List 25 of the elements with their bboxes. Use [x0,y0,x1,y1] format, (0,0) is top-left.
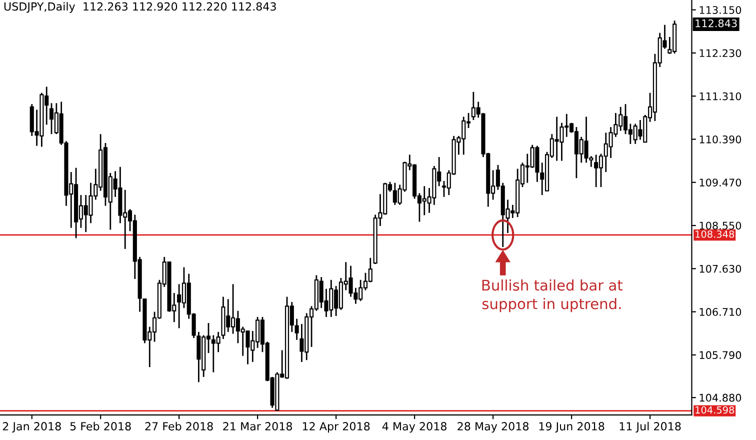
x-tick-label: 2 Jan 2018 [2,422,61,433]
x-tick-label: 4 May 2018 [382,422,446,433]
x-tick-label: 21 Mar 2018 [223,422,292,430]
y-tick-label: 107.630 [700,264,742,273]
y-tick-label: 105.790 [700,351,742,360]
x-tick-label: 11 Jul 2018 [620,422,681,433]
x-tick-label: 12 Apr 2018 [302,422,370,433]
x-tick-label: 19 Jun 2018 [539,422,604,433]
text: 112.843 [696,19,737,28]
ref-line-label: 108.348 [696,230,734,238]
x-tick-label: 5 Feb 2018 [70,422,131,430]
annotation: Bullish tailed bar at support in uptrend. [482,279,623,312]
candlestick [294,318,299,341]
x-tick-label: 27 Feb 2018 [145,422,213,430]
y-tick-label: 109.470 [700,178,742,186]
y-tick-label: 113.150 [700,6,742,14]
ref-line-label: 104.598 [696,406,734,414]
y-tick-label: 112.230 [700,49,742,58]
x-tick-label: 28 May 2018 [458,422,529,433]
chart-title: USDJPY,Daily 112.263 112.920 112.220 112.843 [4,2,276,13]
y-tick-label: 106.710 [700,308,742,316]
y-tick-label: 110.390 [700,135,742,144]
y-tick-label: 108.550 [700,222,742,230]
y-tick-label: 111.310 [700,92,742,100]
y-tick-label: 104.880 [700,394,742,402]
